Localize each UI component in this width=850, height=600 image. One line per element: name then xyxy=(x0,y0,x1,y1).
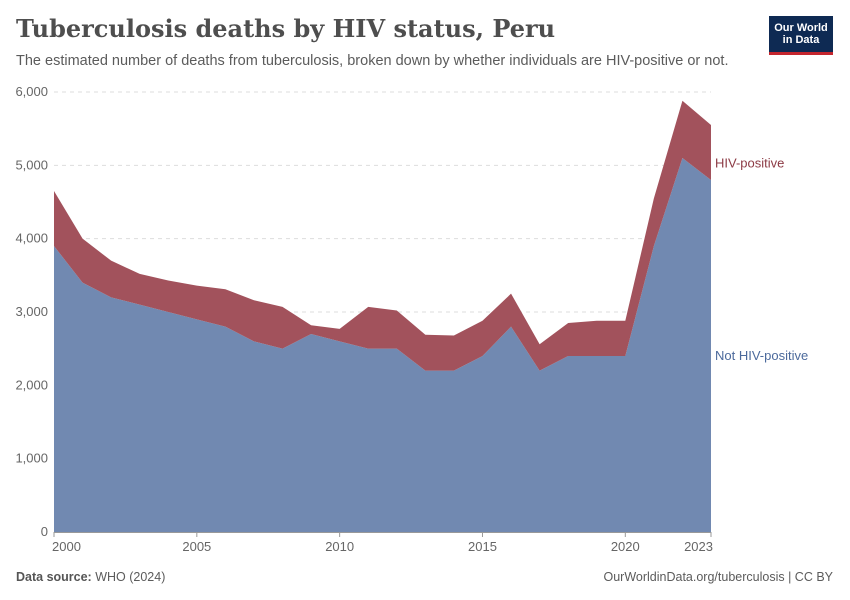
axis-layer: 0 1,000 2,000 3,000 4,000 5,000 6,000 2000 2005 2… xyxy=(15,84,713,554)
chart-title: Tuberculosis deaths by HIV status, Peru xyxy=(16,14,556,43)
y-tick-label: 2,000 xyxy=(15,377,48,392)
logo-line-2: in Data xyxy=(782,34,820,46)
label-layer: Not HIV-positive HIV-positive xyxy=(715,156,808,363)
data-source-value[interactable]: WHO (2024) xyxy=(95,570,166,584)
y-tick-label: 3,000 xyxy=(15,304,48,319)
x-tick-label: 2005 xyxy=(182,539,211,554)
y-tick-label: 0 xyxy=(41,524,48,539)
chart-subtitle: The estimated number of deaths from tube… xyxy=(16,53,729,69)
x-tick-label: 2023 xyxy=(684,539,713,554)
area-layer xyxy=(54,100,711,532)
data-source-label: Data source: xyxy=(16,570,92,584)
y-tick-label: 6,000 xyxy=(15,84,48,99)
footer-url[interactable]: OurWorldinData.org/tuberculosis | CC BY xyxy=(603,570,834,584)
y-tick-label: 4,000 xyxy=(15,231,48,246)
area-series-not-hiv-positive[interactable] xyxy=(54,158,711,532)
x-tick-label: 2000 xyxy=(52,539,81,554)
logo-line-1: Our World xyxy=(774,22,828,34)
x-tick-label: 2020 xyxy=(611,539,640,554)
area-series-hiv-positive[interactable] xyxy=(54,100,711,371)
x-tick-label: 2015 xyxy=(468,539,497,554)
series-label-not-hiv-positive: Not HIV-positive xyxy=(715,348,808,363)
x-tick-label: 2010 xyxy=(325,539,354,554)
y-tick-label: 5,000 xyxy=(15,157,48,172)
y-tick-label: 1,000 xyxy=(15,451,48,466)
series-label-hiv-positive: HIV-positive xyxy=(715,156,784,171)
data-source: Data source: WHO (2024) xyxy=(16,570,165,584)
owid-logo[interactable]: Our World in Data xyxy=(769,16,833,55)
